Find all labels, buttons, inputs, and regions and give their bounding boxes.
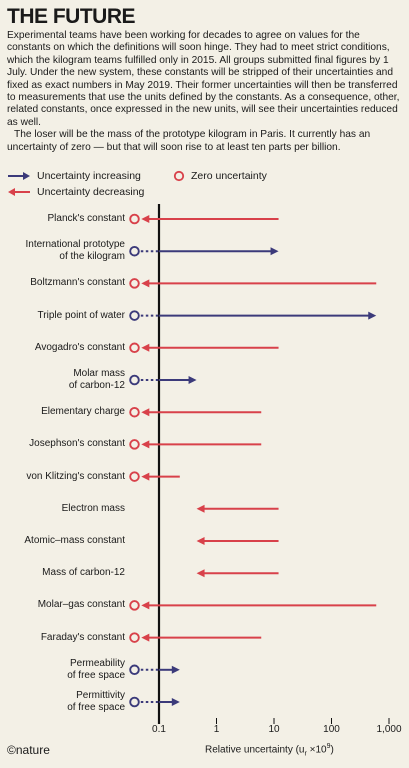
row-5 — [129, 374, 197, 386]
row-label: Mass of carbon-12 — [42, 567, 125, 579]
legend: Uncertainty increasing Uncertainty decre… — [7, 170, 327, 204]
arrow-head — [171, 698, 180, 706]
x-axis-label-sub: r — [304, 750, 307, 758]
arrow-right-icon — [8, 172, 30, 180]
legend-increasing: Uncertainty increasing — [7, 170, 141, 182]
zero-uncertainty-icon — [173, 170, 185, 182]
row-label: Josephson's constant — [29, 438, 125, 450]
row-7 — [129, 439, 262, 450]
zero-uncertainty-marker — [129, 213, 140, 225]
arrow-head — [196, 537, 205, 545]
arrow-head — [141, 633, 150, 642]
zero-uncertainty-marker — [129, 342, 140, 354]
x-axis-label: Relative uncertainty (ur ×109) — [205, 743, 334, 757]
row-label: Electron mass — [61, 502, 125, 514]
nature-logo: ©nature — [7, 743, 50, 757]
zero-uncertainty-marker — [129, 310, 140, 321]
row-label: Permittivity of free space — [67, 690, 125, 713]
arrow-head — [141, 601, 150, 610]
arrow-left-icon — [8, 188, 30, 196]
arrow-head — [141, 440, 150, 449]
intro-paragraph-2: The loser will be the mass of the protot… — [7, 129, 371, 153]
row-label: Atomic–mass constant — [24, 535, 125, 546]
row-8 — [129, 471, 180, 482]
row-9 — [196, 504, 279, 513]
row-0 — [129, 213, 279, 225]
x-tick-label: 10 — [268, 724, 280, 735]
row-label: Avogadro's constant — [34, 341, 125, 353]
zero-uncertainty-marker — [129, 471, 140, 482]
zero-uncertainty-marker — [129, 696, 140, 708]
row-label: Triple point of water — [37, 309, 125, 321]
legend-zero: Zero uncertainty — [173, 170, 267, 182]
intro-text: Experimental teams have been working for… — [7, 30, 403, 154]
x-axis-label-text: Relative uncertainty (u — [205, 744, 305, 756]
arrow-head — [141, 215, 150, 223]
row-11 — [196, 569, 279, 578]
zero-uncertainty-marker — [129, 439, 140, 450]
intro-paragraph-1: Experimental teams have been working for… — [7, 30, 400, 128]
zero-uncertainty-marker — [129, 632, 140, 643]
legend-decreasing: Uncertainty decreasing — [7, 186, 144, 198]
arrow-head — [188, 376, 197, 384]
arrow-head — [171, 665, 180, 674]
legend-zero-label: Zero uncertainty — [191, 170, 267, 182]
row-1 — [129, 245, 279, 257]
x-tick-label: 1 — [213, 724, 220, 735]
x-axis-label-end: ) — [330, 744, 334, 756]
arrow-head — [368, 311, 377, 320]
zero-uncertainty-marker — [129, 406, 140, 418]
row-label: von Klitzing's constant — [26, 470, 125, 482]
arrow-head — [141, 279, 150, 288]
row-label: Elementary charge — [41, 406, 125, 418]
zero-uncertainty-marker — [129, 664, 140, 676]
page-title: THE FUTURE — [7, 5, 136, 28]
legend-decreasing-label: Uncertainty decreasing — [37, 186, 145, 198]
row-12 — [129, 600, 377, 611]
x-tick-label: 1,000 — [376, 724, 402, 735]
x-axis-label-sup: 9 — [326, 743, 331, 750]
arrow-head — [141, 408, 150, 417]
zero-uncertainty-marker — [129, 245, 140, 257]
x-tick-label: 100 — [323, 724, 340, 735]
row-label: Boltzmann's constant — [30, 277, 125, 289]
zero-uncertainty-marker — [129, 278, 140, 289]
row-4 — [129, 342, 279, 354]
arrow-head — [141, 472, 150, 481]
row-2 — [129, 278, 377, 289]
row-3 — [129, 310, 377, 321]
arrow-head — [196, 504, 205, 513]
row-label: Permeability of free space — [67, 657, 125, 681]
x-tick-label: 0.1 — [152, 724, 166, 735]
row-label: Planck's constant — [47, 213, 125, 224]
row-label: Molar mass of carbon-12 — [68, 368, 125, 391]
zero-uncertainty-marker — [129, 374, 140, 386]
row-label: Faraday's constant — [40, 631, 125, 643]
row-6 — [129, 406, 262, 418]
arrow-head — [196, 569, 205, 578]
row-10 — [196, 537, 279, 545]
legend-increasing-label: Uncertainty increasing — [37, 170, 141, 182]
arrow-head — [270, 247, 279, 256]
x-axis-label-tail: ×10 — [306, 744, 327, 756]
row-14 — [129, 664, 180, 676]
row-label: Molar–gas constant — [37, 599, 125, 611]
zero-uncertainty-marker — [129, 600, 140, 611]
row-label: International prototype of the kilogram — [25, 239, 125, 263]
row-15 — [129, 696, 180, 708]
row-13 — [129, 632, 262, 643]
arrow-head — [141, 343, 150, 352]
